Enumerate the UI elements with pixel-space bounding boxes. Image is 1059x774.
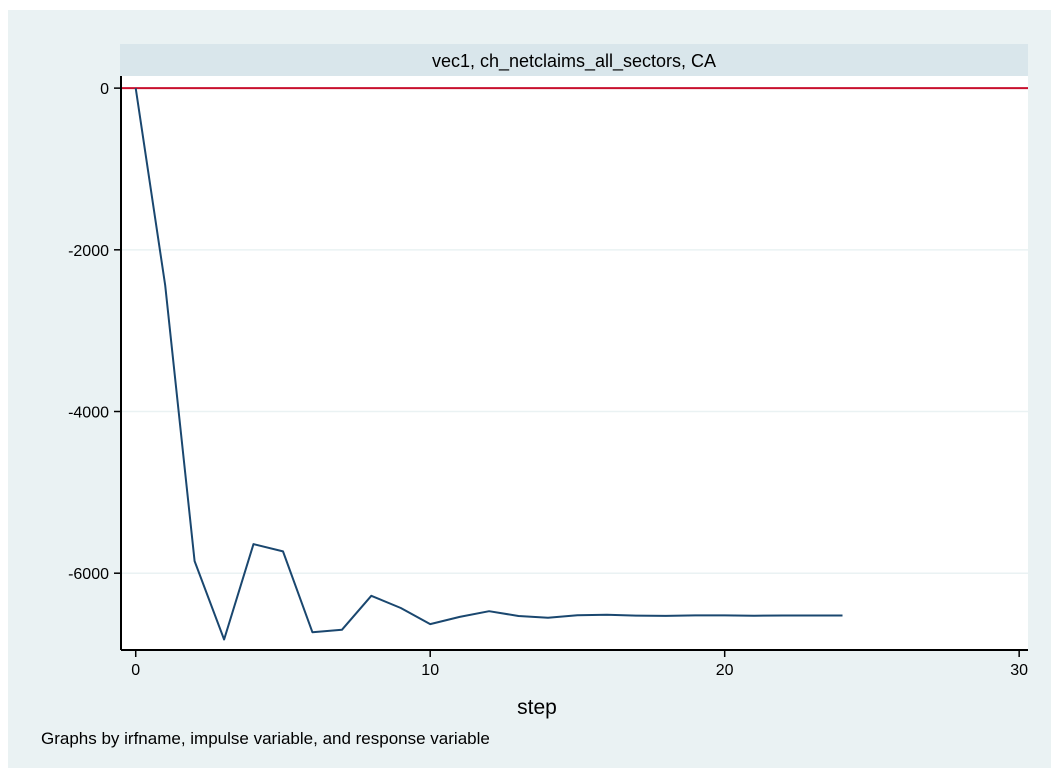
x-tick-label: 0	[131, 662, 140, 679]
plot-area	[120, 76, 1028, 650]
panel-title-bar	[120, 44, 1028, 76]
x-tick-label: 30	[1010, 662, 1028, 679]
x-axis-title: step	[517, 696, 557, 719]
ticks-group: 0 -2000 -4000 -6000 0 10 20 30	[68, 81, 1028, 679]
graph-note: Graphs by irfname, impulse variable, and…	[41, 729, 490, 748]
y-tick-label: -4000	[68, 405, 109, 422]
y-tick-label: -6000	[68, 566, 109, 583]
y-tick-label: 0	[100, 81, 109, 98]
panel-title: vec1, ch_netclaims_all_sectors, CA	[432, 51, 716, 72]
grid-lines	[121, 249, 1028, 574]
x-tick-label: 10	[421, 662, 439, 679]
figure-background: vec1, ch_netclaims_all_sectors, CA 0 -200…	[8, 10, 1051, 768]
y-tick-label: -2000	[68, 243, 109, 260]
axes-group	[120, 76, 1028, 651]
series-group	[134, 87, 843, 641]
x-tick-label: 20	[716, 662, 734, 679]
irf-chart: vec1, ch_netclaims_all_sectors, CA 0 -200…	[41, 44, 1028, 748]
